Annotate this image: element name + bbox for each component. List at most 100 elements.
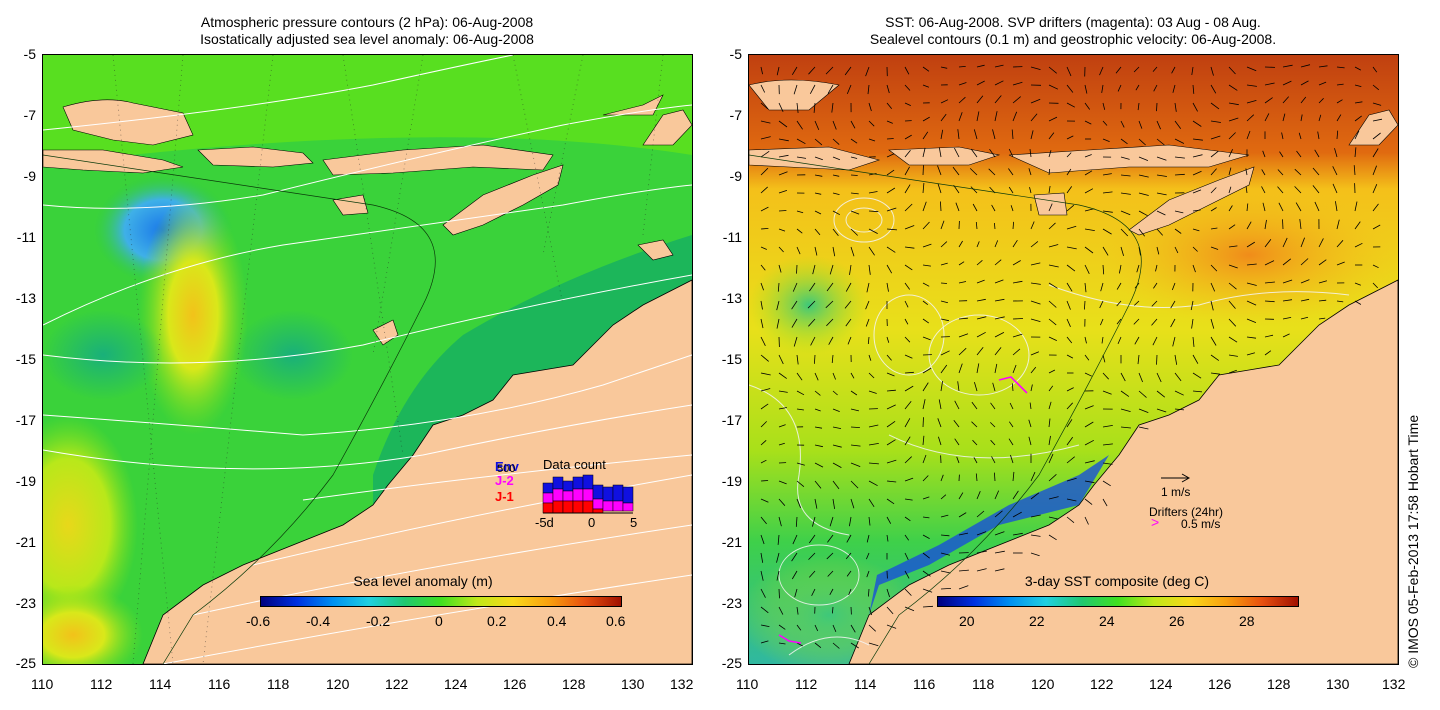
velocity-arrow: [778, 407, 787, 410]
velocity-arrow: [1192, 390, 1203, 393]
velocity-arrow: [1372, 148, 1379, 158]
velocity-arrow: [778, 372, 787, 379]
left-title-line2: Isostatically adjusted sea level anomaly…: [200, 31, 534, 47]
velocity-arrows: [760, 64, 1383, 649]
velocity-arrow: [904, 385, 914, 392]
velocity-arrow: [1048, 418, 1051, 428]
left-x-tick: 132: [670, 676, 694, 692]
velocity-arrow: [1012, 511, 1022, 518]
velocity-arrow: [904, 84, 911, 91]
velocity-arrow: [1084, 516, 1089, 525]
velocity-arrow: [1120, 372, 1126, 382]
velocity-arrow: [760, 640, 769, 644]
velocity-arrow: [954, 400, 960, 410]
velocity-arrow: [778, 228, 786, 232]
velocity-arrow: [814, 444, 823, 448]
velocity-arrow: [994, 510, 1003, 518]
velocity-arrow: [1354, 147, 1357, 158]
velocity-arrow: [807, 300, 816, 309]
velocity-arrow: [850, 372, 855, 379]
velocity-arrow: [1228, 132, 1236, 140]
left-colorbar-label-1: -0.4: [306, 613, 331, 629]
right-colorbar-label-3: 26: [1169, 613, 1185, 629]
velocity-arrow: [1084, 170, 1093, 176]
velocity-arrow: [814, 624, 819, 632]
velocity-arrow: [969, 168, 978, 176]
right-colorbar-label-2: 24: [1099, 613, 1115, 629]
velocity-arrow: [922, 475, 929, 482]
velocity-arrow: [1116, 300, 1122, 307]
velocity-arrow: [904, 246, 915, 249]
velocity-arrow: [1048, 401, 1052, 410]
right-x-tick: 120: [1031, 676, 1055, 692]
velocity-arrow: [796, 120, 803, 130]
velocity-arrow: [1170, 300, 1176, 309]
velocity-arrow: [1174, 210, 1184, 214]
velocity-arrow: [796, 246, 801, 255]
velocity-arrow: [778, 102, 784, 112]
velocity-arrow: [868, 462, 879, 465]
velocity-arrow: [1372, 224, 1381, 230]
velocity-arrow: [886, 516, 892, 524]
velocity-arrow: [958, 512, 967, 518]
velocity-arrow: [904, 203, 913, 212]
velocity-arrow: [1282, 333, 1290, 338]
velocity-arrow: [1300, 316, 1309, 320]
velocity-arrow: [1012, 490, 1019, 500]
velocity-arrow: [958, 82, 967, 86]
velocity-arrow: [1190, 300, 1194, 311]
velocity-arrow: [1012, 221, 1014, 230]
velocity-arrow: [1012, 471, 1015, 482]
velocity-arrow: [940, 99, 949, 104]
velocity-arrow: [1336, 99, 1343, 104]
velocity-arrow: [868, 120, 875, 127]
velocity-arrow: [904, 134, 912, 140]
velocity-arrow: [990, 439, 996, 446]
velocity-arrow: [904, 371, 914, 374]
velocity-arrow: [1246, 241, 1256, 248]
velocity-arrow: [778, 171, 788, 176]
velocity-arrow: [976, 95, 984, 104]
velocity-arrow: [814, 498, 818, 509]
data-count-inset: Data count Env 500 J-2 J-1 -5d 0 5: [493, 455, 643, 545]
right-y-tick: -5: [729, 46, 742, 62]
velocity-arrow: [940, 201, 942, 212]
velocity-arrow: [832, 408, 840, 412]
velocity-arrow: [976, 491, 981, 500]
velocity-arrow: [1048, 336, 1057, 341]
velocity-arrow: [922, 131, 929, 140]
velocity-arrow: [791, 66, 798, 76]
velocity-arrow: [994, 568, 1005, 572]
velocity-arrow: [1210, 318, 1215, 329]
velocity-arrow: [1334, 148, 1338, 158]
velocity-arrow: [953, 184, 960, 194]
velocity-arrow: [1030, 300, 1041, 305]
velocity-arrow: [976, 363, 980, 374]
velocity-arrow: [778, 498, 786, 506]
velocity-arrow: [850, 246, 855, 257]
velocity-arrow: [1318, 65, 1328, 68]
velocity-arrow: [1048, 516, 1059, 520]
velocity-arrow: [1120, 426, 1131, 429]
left-colorbar-label-6: 0.6: [606, 613, 626, 629]
left-colorbar-label-0: -0.6: [246, 613, 271, 629]
velocity-arrow: [1100, 282, 1104, 292]
velocity-arrow: [778, 424, 786, 428]
velocity-arrow: [1120, 246, 1124, 257]
velocity-arrow: [1138, 120, 1143, 129]
velocity-arrow: [955, 202, 960, 212]
sea-level-anomaly-map: [43, 55, 692, 664]
velocity-arrow: [1246, 130, 1251, 140]
velocity-arrow: [958, 112, 963, 122]
velocity-arrow: [976, 568, 987, 572]
velocity-arrow: [832, 192, 840, 195]
right-x-tick: 130: [1326, 676, 1350, 692]
velocity-arrow: [994, 490, 1000, 500]
legend-env: Env: [495, 459, 519, 474]
velocity-arrow: [760, 459, 767, 464]
velocity-arrow: [1174, 102, 1177, 112]
velocity-arrow: [1294, 186, 1302, 194]
velocity-arrow: [1261, 186, 1266, 194]
velocity-arrow: [1336, 261, 1345, 266]
velocity-arrow: [940, 364, 948, 374]
